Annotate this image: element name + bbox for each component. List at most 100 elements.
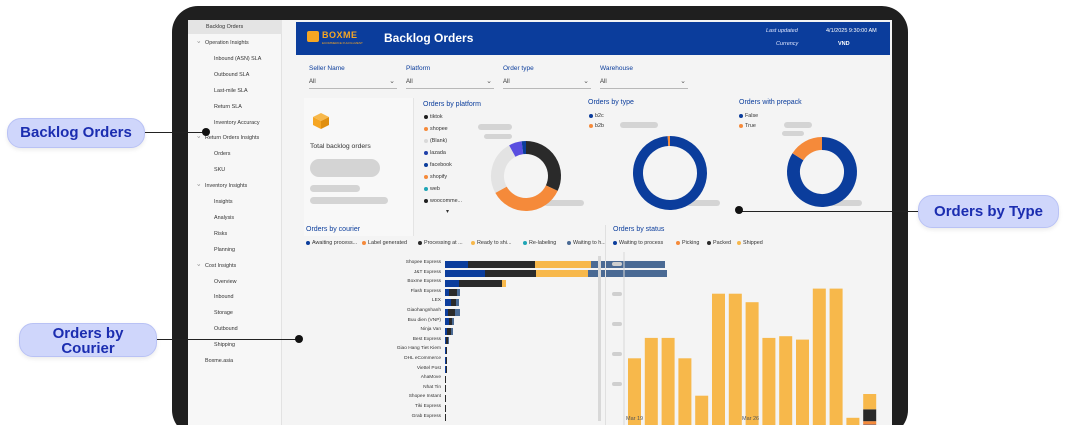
courier-bar-segment[interactable] xyxy=(445,289,449,297)
filter-warehouse-select[interactable]: All ⌄ xyxy=(600,77,688,89)
status-bar-segment[interactable] xyxy=(745,302,759,425)
sidebar-item-backlog-orders[interactable]: Backlog Orders xyxy=(188,20,282,34)
courier-bar-segment[interactable] xyxy=(445,318,449,326)
platform-legend-item[interactable]: facebook xyxy=(424,162,452,168)
status-bar-segment[interactable] xyxy=(661,337,675,425)
courier-bar-segment[interactable] xyxy=(448,308,455,316)
platform-legend-item[interactable]: lazada xyxy=(424,150,446,156)
status-bar-segment[interactable] xyxy=(796,339,809,425)
courier-legend-item[interactable]: Waiting to h... xyxy=(567,240,606,246)
status-bar-segment[interactable] xyxy=(695,395,709,425)
courier-bar-segment[interactable] xyxy=(449,289,457,297)
courier-bar-segment[interactable] xyxy=(456,298,459,306)
prepack-slice-false[interactable] xyxy=(787,137,857,207)
type-slice-b2c[interactable] xyxy=(633,136,707,210)
courier-bar-segment[interactable] xyxy=(445,356,446,364)
courier-bar-segment[interactable] xyxy=(445,366,446,374)
courier-bar-segment[interactable] xyxy=(485,270,536,278)
courier-bar-segment[interactable] xyxy=(445,337,446,345)
prepack-slice-true[interactable] xyxy=(792,137,823,161)
status-bar-segment[interactable] xyxy=(728,293,742,425)
sidebar-item-return-orders-insights[interactable]: Return Orders Insights xyxy=(205,135,259,141)
filter-seller-select[interactable]: All ⌄ xyxy=(309,77,397,89)
courier-bar-segment[interactable] xyxy=(448,337,449,345)
status-bar-segment[interactable] xyxy=(712,293,725,425)
sidebar-item-inventory-accuracy[interactable]: Inventory Accuracy xyxy=(214,119,260,126)
sidebar-item-operation-insights[interactable]: Operation Insights xyxy=(205,40,249,46)
status-legend-item[interactable]: Packed xyxy=(707,240,731,246)
sidebar-item-return-sla[interactable]: Return SLA xyxy=(214,103,242,110)
courier-bar-segment[interactable] xyxy=(459,279,502,287)
courier-bar-segment[interactable] xyxy=(451,327,453,335)
sidebar-item-inventory-insights[interactable]: Inventory Insights xyxy=(205,183,247,189)
courier-bar-segment[interactable] xyxy=(588,270,667,278)
courier-bar-segment[interactable] xyxy=(536,270,588,278)
sidebar-item-risks[interactable]: Risks xyxy=(214,230,228,237)
courier-bar-segment[interactable] xyxy=(535,260,591,268)
courier-legend-item[interactable]: Processing at ... xyxy=(418,240,463,246)
sidebar-item-inbound[interactable]: Inbound xyxy=(214,294,234,301)
type-legend-item[interactable]: b2c xyxy=(589,113,604,119)
status-bar-segment[interactable] xyxy=(863,421,877,425)
courier-bar-segment[interactable] xyxy=(502,279,506,287)
courier-bar-segment[interactable] xyxy=(445,298,451,306)
courier-legend-item[interactable]: Re-labeling xyxy=(523,240,556,246)
type-legend-item[interactable]: b2b xyxy=(589,123,604,129)
sidebar-item-last-mile-sla[interactable]: Last-mile SLA xyxy=(214,87,248,94)
sidebar-item-sku[interactable]: SKU xyxy=(214,167,226,174)
status-legend-item[interactable]: Waiting to process xyxy=(613,240,663,246)
sidebar-item-cost-insights[interactable]: Cost Insights xyxy=(205,263,236,269)
status-bar-segment[interactable] xyxy=(846,417,860,425)
status-legend-item[interactable]: Picking xyxy=(676,240,699,246)
courier-bar-segment[interactable] xyxy=(457,289,460,297)
sidebar-item-boxme-asia[interactable]: Boxme.asia xyxy=(205,358,234,364)
platform-slice-shopee[interactable] xyxy=(495,184,558,211)
sidebar-item-insights[interactable]: Insights xyxy=(214,199,233,205)
sidebar-item-analysis[interactable]: Analysis xyxy=(214,214,235,221)
platform-legend-item[interactable]: shopify xyxy=(424,174,447,180)
status-bar-segment[interactable] xyxy=(812,288,826,425)
sidebar-item-outbound[interactable]: Outbound xyxy=(214,326,238,333)
sidebar-item-shipping[interactable]: Shipping xyxy=(214,342,235,349)
courier-legend-item[interactable]: Awaiting process... xyxy=(306,240,357,246)
sidebar-item-planning[interactable]: Planning xyxy=(214,246,235,253)
platform-slice-blank[interactable] xyxy=(491,145,516,193)
courier-bar-segment[interactable] xyxy=(445,366,446,374)
courier-bar-segment[interactable] xyxy=(468,260,535,268)
courier-bar-segment[interactable] xyxy=(445,356,446,364)
platform-slice-lazada[interactable] xyxy=(509,141,524,157)
status-bar-segment[interactable] xyxy=(628,358,641,425)
courier-bar-segment[interactable] xyxy=(446,337,448,345)
sidebar-item-overview[interactable]: Overview xyxy=(214,278,237,285)
sidebar-item-orders[interactable]: Orders xyxy=(214,151,231,158)
courier-legend-item[interactable]: Label generated xyxy=(362,240,407,246)
platform-legend-item[interactable]: shopee xyxy=(424,126,448,132)
platform-legend-item[interactable]: (Blank) xyxy=(424,138,447,144)
courier-bar-segment[interactable] xyxy=(451,298,456,306)
courier-bar-segment[interactable] xyxy=(591,260,665,268)
status-legend-item[interactable]: Shipped xyxy=(737,240,763,246)
platform-slice-tiktok[interactable] xyxy=(525,141,561,191)
courier-scrollbar[interactable] xyxy=(598,256,601,421)
legend-more-arrow-icon[interactable]: ▾ xyxy=(446,209,450,215)
status-bar-segment[interactable] xyxy=(863,409,877,422)
courier-legend-item[interactable]: Ready to shi... xyxy=(471,240,511,246)
courier-bar-segment[interactable] xyxy=(447,327,451,335)
courier-bar-segment[interactable] xyxy=(445,346,446,354)
platform-legend-item[interactable]: tiktok xyxy=(424,114,443,120)
prepack-legend-item[interactable]: False xyxy=(739,113,758,119)
prepack-legend-item[interactable]: True xyxy=(739,123,756,129)
courier-bar-segment[interactable] xyxy=(452,318,454,326)
platform-legend-item[interactable]: woocomme... xyxy=(424,198,462,204)
courier-bar-segment[interactable] xyxy=(449,318,452,326)
status-bar-segment[interactable] xyxy=(779,336,793,425)
status-bar-segment[interactable] xyxy=(644,337,658,425)
sidebar-item-inbound-asn-sla[interactable]: Inbound (ASN) SLA xyxy=(214,55,262,62)
courier-bar-segment[interactable] xyxy=(445,279,459,287)
filter-platform-select[interactable]: All ⌄ xyxy=(406,77,494,89)
status-bar-segment[interactable] xyxy=(829,288,843,425)
sidebar-item-outbound-sla[interactable]: Outbound SLA xyxy=(214,71,250,78)
courier-bar-segment[interactable] xyxy=(446,346,447,354)
status-bar-segment[interactable] xyxy=(863,394,877,410)
courier-bar-segment[interactable] xyxy=(445,260,468,268)
